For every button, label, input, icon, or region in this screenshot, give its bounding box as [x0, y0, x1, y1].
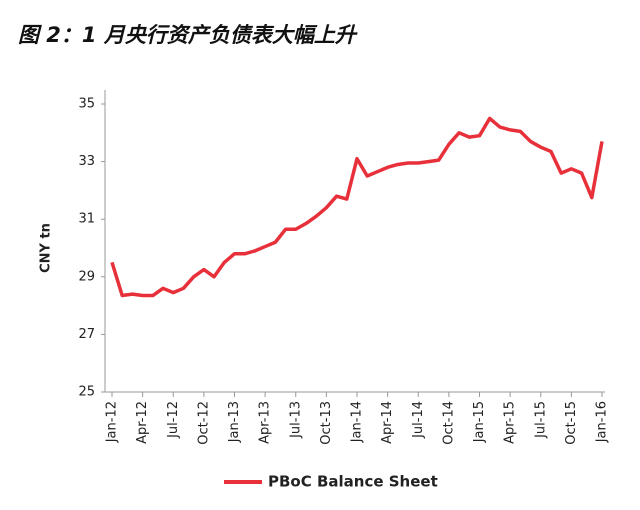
chart-title: 图 2：1 月央行资产负债表大幅上升	[18, 23, 358, 47]
y-tick-label: 33	[78, 154, 95, 169]
y-tick-label: 27	[78, 327, 95, 342]
x-tick-label: Jan-12	[105, 401, 120, 443]
x-tick-label: Apr-13	[258, 401, 273, 444]
x-tick-label: Jul-14	[411, 401, 426, 439]
y-tick-label: 31	[78, 212, 95, 227]
line	[110, 116, 604, 298]
x-tick-label: Apr-14	[380, 401, 395, 444]
x-tick-label: Jan-13	[227, 401, 242, 443]
x-tick-label: Jan-15	[472, 401, 487, 443]
x-tick-label: Jul-13	[288, 401, 303, 439]
x-tick-label: Oct-14	[441, 401, 456, 445]
y-axis-title: CNY tn	[39, 223, 54, 273]
x-tick-label: Oct-13	[319, 401, 334, 445]
x-tick-label: Oct-15	[564, 401, 579, 445]
x-tick-label: Jan-14	[350, 401, 365, 443]
legend-label: PBoC Balance Sheet	[268, 473, 438, 491]
x-tick-label: Apr-15	[503, 401, 518, 444]
x-tick-label: Jul-12	[166, 401, 181, 439]
y-tick-label: 35	[78, 97, 95, 112]
x-tick-label: Jan-16	[595, 401, 610, 443]
y-tick-label: 29	[78, 269, 95, 284]
x-tick-label: Jul-15	[533, 401, 548, 439]
y-tick-label: 25	[78, 385, 95, 400]
x-tick-label: Apr-12	[135, 401, 150, 444]
x-tick-label: Oct-12	[196, 401, 211, 445]
